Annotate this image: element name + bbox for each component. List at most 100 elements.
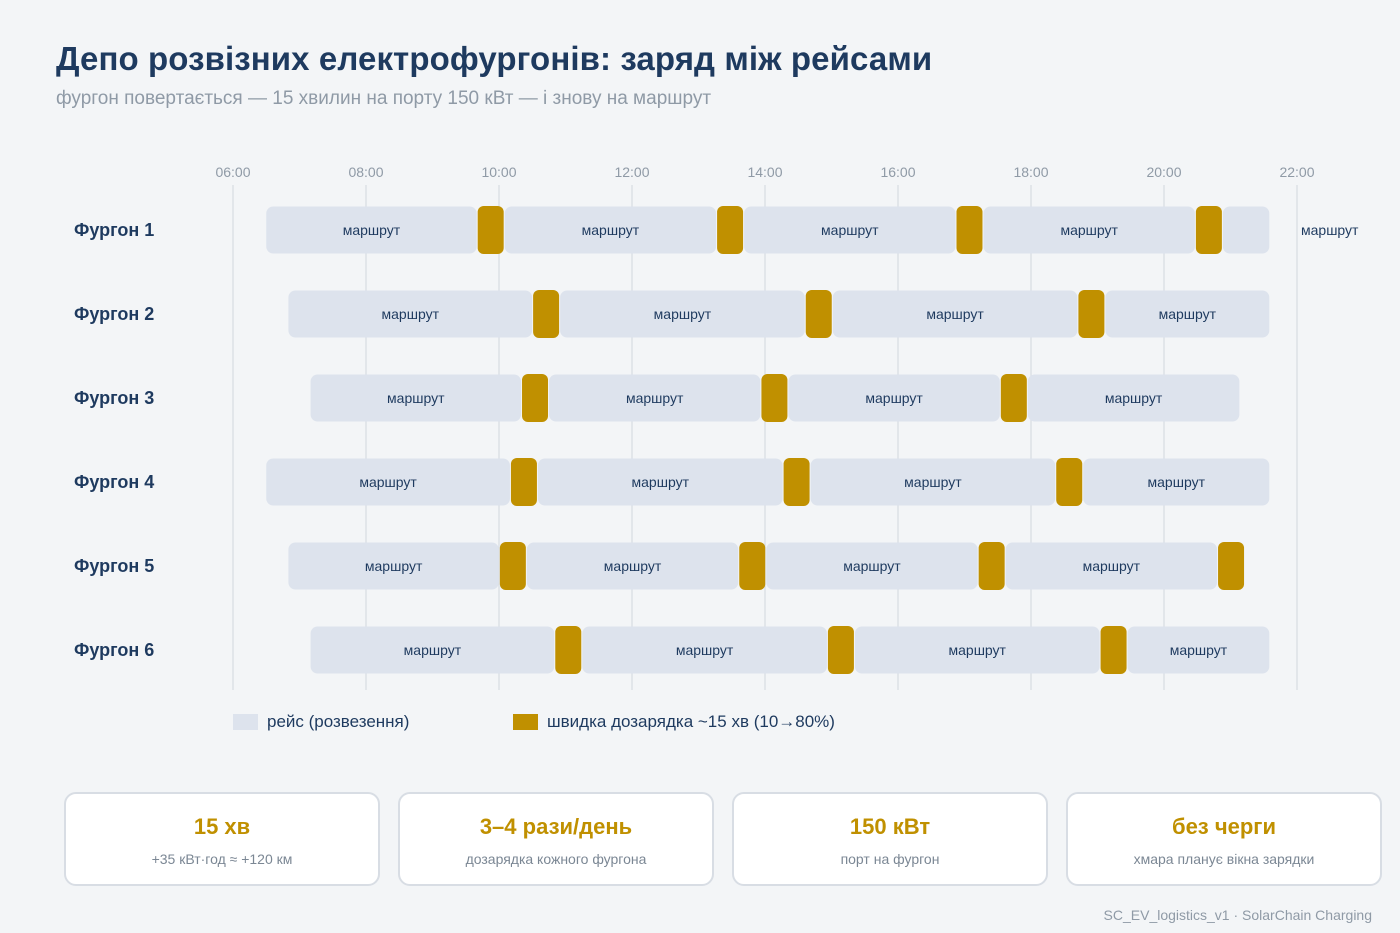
trip-bar: [832, 290, 1078, 338]
charge-block: [1100, 626, 1127, 674]
x-tick-label: 08:00: [348, 164, 383, 180]
trip-label: маршрут: [1170, 642, 1228, 658]
x-tick-label: 14:00: [747, 164, 782, 180]
trip-bar: [854, 626, 1100, 674]
trip-label: маршрут: [626, 390, 684, 406]
legend-charge-swatch: [513, 714, 538, 730]
charge-block: [499, 542, 526, 590]
trip-label: маршрут: [1105, 390, 1163, 406]
stat-value: 3–4 рази/день: [479, 814, 633, 839]
legend-trip: рейс (розвезення): [233, 712, 409, 732]
legend-charge-label: швидка дозарядка ~15 хв (10→80%): [547, 712, 835, 731]
trip-bar: [537, 458, 783, 506]
trip-bar: [310, 626, 555, 674]
trip-bar: [504, 206, 717, 254]
trip-bar: [766, 542, 978, 590]
trip-label: маршрут: [365, 558, 423, 574]
x-tick-label: 20:00: [1146, 164, 1181, 180]
trip-bar: [1027, 374, 1240, 422]
gantt-chart: 06:00 08:00 10:00 12:00 14:00 16:00 18:00 20:00…: [74, 164, 1359, 690]
stat-caption: дозарядка кожного фургона: [465, 851, 647, 867]
charge-block: [555, 626, 582, 674]
trip-label: маршрут: [387, 390, 445, 406]
charge-block: [533, 290, 560, 338]
x-tick-label: 22:00: [1279, 164, 1314, 180]
stat-card-no-queue: без черги хмара планує вікна зарядки: [1066, 792, 1382, 886]
trip-bar: [560, 290, 805, 338]
trip-bar: [1222, 206, 1270, 254]
trip-bar: [983, 206, 1195, 254]
trip-bar: [1083, 458, 1270, 506]
stat-value: 150 кВт: [849, 814, 931, 839]
stat-card-charge-time: 15 хв +35 кВт·год ≈ +120 км: [64, 792, 380, 886]
trip-bar: [288, 290, 533, 338]
trip-label: маршрут: [632, 474, 690, 490]
charge-block: [522, 374, 549, 422]
trip-label: маршрут: [843, 558, 901, 574]
trip-bar: [1005, 542, 1218, 590]
legend-trip-label: рейс (розвезення): [267, 712, 410, 731]
trip-label: маршрут: [654, 306, 712, 322]
x-tick-label: 10:00: [481, 164, 516, 180]
trip-bar: [549, 374, 761, 422]
x-tick-label: 12:00: [614, 164, 649, 180]
trip-bar: [266, 206, 477, 254]
trip-label: маршрут: [865, 390, 923, 406]
stat-value: без черги: [1171, 814, 1276, 839]
trip-bar: [1127, 626, 1270, 674]
legend-charge: швидка дозарядка ~15 хв (10→80%): [513, 712, 835, 732]
trip-bar: [810, 458, 1056, 506]
charge-block: [717, 206, 744, 254]
trip-label: маршрут: [1083, 558, 1141, 574]
trip-bar: [582, 626, 827, 674]
stat-card-frequency: 3–4 рази/день дозарядка кожного фургона: [398, 792, 714, 886]
trip-label: маршрут: [343, 222, 401, 238]
trip-label: маршрут: [949, 642, 1007, 658]
legend-trip-swatch: [233, 714, 258, 730]
row-label: Фургон 2: [74, 304, 154, 324]
trip-label: маршрут: [604, 558, 662, 574]
trip-label: маршрут: [821, 222, 879, 238]
charge-block: [477, 206, 504, 254]
charge-block: [783, 458, 810, 506]
page-subtitle: фургон повертається — 15 хвилин на порту…: [56, 88, 712, 109]
trip-label: маршрут: [404, 642, 462, 658]
x-tick-label: 16:00: [880, 164, 915, 180]
trip-bar: [1105, 290, 1270, 338]
trip-label: маршрут: [904, 474, 962, 490]
trip-label: маршрут: [1148, 474, 1206, 490]
stat-card-power: 150 кВт порт на фургон: [732, 792, 1048, 886]
charge-block: [827, 626, 854, 674]
trip-label: маршрут: [1159, 306, 1217, 322]
row-label: Фургон 6: [74, 640, 154, 660]
charge-block: [805, 290, 832, 338]
charge-block: [739, 542, 766, 590]
trip-label: маршрут: [676, 642, 734, 658]
charge-block: [510, 458, 537, 506]
trip-label: маршрут: [1301, 222, 1359, 238]
x-tick-label: 06:00: [215, 164, 250, 180]
trip-label: маршрут: [359, 474, 417, 490]
charge-block: [1195, 206, 1222, 254]
trip-label: маршрут: [582, 222, 640, 238]
row-label: Фургон 3: [74, 388, 154, 408]
trip-bar: [288, 542, 499, 590]
stat-caption: порт на фургон: [840, 851, 940, 867]
trip-bar: [788, 374, 1000, 422]
trip-bar: [266, 458, 510, 506]
charge-block: [1218, 542, 1245, 590]
page-title: Депо розвізних електрофургонів: заряд мі…: [56, 40, 933, 77]
trip-bar: [744, 206, 956, 254]
trip-label: маршрут: [926, 306, 984, 322]
charge-block: [1078, 290, 1105, 338]
trip-bar: [526, 542, 739, 590]
stat-caption: хмара планує вікна зарядки: [1133, 851, 1315, 867]
stat-value: 15 хв: [193, 814, 251, 839]
x-tick-label: 18:00: [1013, 164, 1048, 180]
trip-label: маршрут: [1060, 222, 1118, 238]
row-label: Фургон 4: [74, 472, 154, 492]
footer-credit: SC_EV_logistics_v1 · SolarChain Charging: [1103, 907, 1372, 923]
charge-block: [761, 374, 788, 422]
charge-block: [978, 542, 1005, 590]
stat-caption: +35 кВт·год ≈ +120 км: [151, 851, 293, 867]
